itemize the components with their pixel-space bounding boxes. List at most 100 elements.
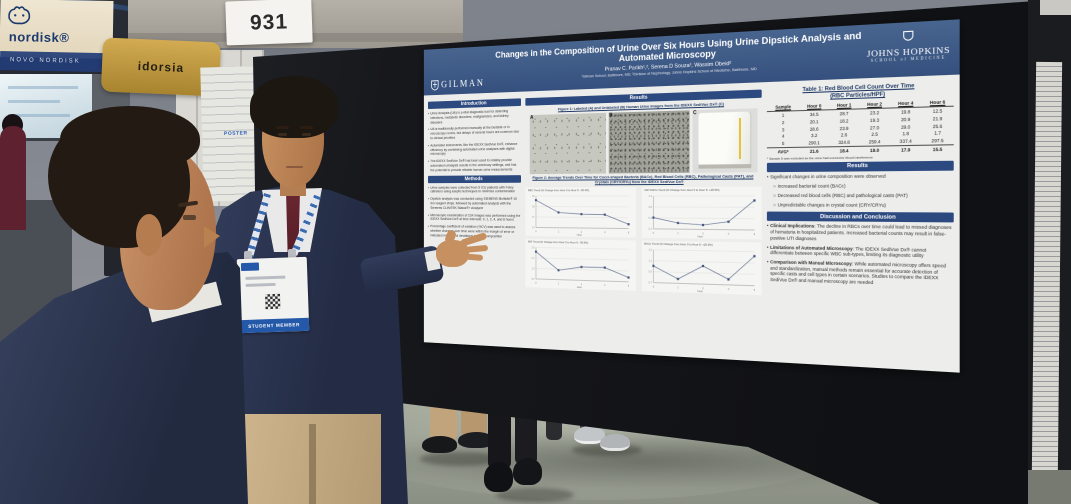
rbc-count-table: Sample Hour 0 Hour 1 Hour 2 Hour 4 Hour 6 1 34.… xyxy=(766,98,954,156)
introduction-header: Introduction xyxy=(427,98,521,110)
svg-text:23: 23 xyxy=(532,194,535,197)
results-bullets: • Significant changes in urine compositio… xyxy=(767,173,954,209)
poster-bullet: • Comparison with Manual Microscopy: Whil… xyxy=(766,259,946,286)
svg-text:4: 4 xyxy=(727,232,729,235)
svg-text:0: 0 xyxy=(535,281,537,284)
svg-text:2.9: 2.9 xyxy=(531,246,535,249)
johns-hopkins-shield-icon xyxy=(902,31,913,41)
svg-text:0.5: 0.5 xyxy=(531,277,535,280)
badge-name-line xyxy=(245,275,286,280)
attendee-eye xyxy=(183,215,196,220)
poster-bullet: • Automated instruments, like the IDEXX S… xyxy=(427,141,518,157)
research-poster: GILMAN Changes in the Composition of Uri… xyxy=(423,19,960,373)
svg-text:14: 14 xyxy=(532,226,535,229)
poster-bullet: • Microscopic examination of 10X images w… xyxy=(427,212,521,222)
svg-text:1.3: 1.3 xyxy=(531,267,535,270)
micrograph-panel-b: B xyxy=(608,110,690,174)
badge-logo xyxy=(240,262,260,272)
background-poster-label: POSTER xyxy=(223,130,248,138)
figure2-caption: Figure 2: Average Trends Over Time for C… xyxy=(532,173,754,184)
attendee-hair xyxy=(60,106,200,172)
presenter-hair xyxy=(256,78,332,108)
badge-qr-code xyxy=(264,293,281,310)
poster-center-column: Results Figure 1: Labeled (A) and Unlabe… xyxy=(525,87,762,295)
micrograph-panel-a: A xyxy=(529,112,606,174)
presenter-khaki-pants xyxy=(243,414,381,504)
discussion-bullets: • Clinical Implications: The decline in R… xyxy=(767,223,954,288)
svg-text:2: 2 xyxy=(702,232,704,235)
black-loafer xyxy=(458,432,494,448)
svg-text:4: 4 xyxy=(604,283,606,286)
attendee-ear xyxy=(136,214,162,256)
svg-text:4: 4 xyxy=(727,287,729,290)
poster-sub-bullet: ○ Unpredictable changes in crystal count … xyxy=(773,202,886,209)
presenter-eyebrow xyxy=(300,126,313,129)
black-loafer xyxy=(422,436,457,453)
svg-text:2: 2 xyxy=(581,230,583,233)
badge-clip xyxy=(244,251,252,261)
methods-header: Methods xyxy=(427,174,521,184)
poster-bullet: • Clinical Implications: The decline in R… xyxy=(766,223,952,241)
svg-text:0: 0 xyxy=(535,230,537,233)
presenter-eye xyxy=(302,133,311,136)
svg-text:4: 4 xyxy=(604,231,606,234)
poster-bullet: • Urine samples were collected from 5 ICU… xyxy=(427,185,515,194)
introduction-bullets: • Urine Analysis (UA) is a vital diagnost… xyxy=(428,109,521,173)
svg-text:2.1: 2.1 xyxy=(531,256,535,259)
presenter-mouth xyxy=(286,166,303,169)
panel-a-label: A xyxy=(530,114,534,121)
methods-bullets: • Urine samples were collected from 5 ICU… xyxy=(428,185,521,239)
adjacent-poster-sliver xyxy=(1031,61,1063,473)
black-boot xyxy=(484,462,513,492)
adjacent-floor xyxy=(1028,470,1071,504)
poster-sub-bullet: ○ Decreased red blood cells (RBC) and pat… xyxy=(773,193,908,199)
svg-text:0.4: 0.4 xyxy=(648,216,652,219)
badge-member-band: STUDENT MEMBER xyxy=(238,317,310,334)
poster-bullet: • The IDEXX SediVue Dx® has been used to … xyxy=(427,158,517,173)
svg-text:0.9: 0.9 xyxy=(648,270,652,273)
poster-bullet: • Dipstick analysis was conducted using S… xyxy=(427,197,517,210)
results-header-right: Results xyxy=(766,161,954,172)
poster-right-column: Table 1: Red Blood Cell Count Over Time … xyxy=(766,80,954,301)
svg-text:1.1: 1.1 xyxy=(648,259,652,262)
grey-sneaker xyxy=(600,434,630,451)
poster-body: Introduction • Urine Analysis (UA) is a v… xyxy=(424,75,960,307)
pat-trend-chart: PAT Trend (% Change from Hour 0 to Hour … xyxy=(525,238,636,291)
svg-text:0.8: 0.8 xyxy=(648,205,652,208)
rbc-trend-chart: RBC Trend (% Change from Hour 0 to Hour … xyxy=(525,186,636,238)
nordisk-bull-icon xyxy=(8,6,31,25)
poster-bullet: • Urine Analysis (UA) is a vital diagnost… xyxy=(427,109,509,125)
svg-text:1: 1 xyxy=(558,230,560,233)
adjacent-aisle xyxy=(1028,0,1071,504)
svg-text:1: 1 xyxy=(558,282,560,285)
svg-text:17: 17 xyxy=(532,215,535,218)
svg-text:0.1: 0.1 xyxy=(648,227,652,230)
svg-text:20: 20 xyxy=(532,205,535,208)
attendee-nose xyxy=(204,226,220,248)
instrument-panel-c: C xyxy=(692,108,758,173)
cry-trend-chart: CRY/CRYu Trend (% Change from Hour 0 to … xyxy=(641,186,762,239)
svg-text:1.3: 1.3 xyxy=(648,248,652,251)
svg-text:6: 6 xyxy=(753,288,755,291)
svg-text:1.1: 1.1 xyxy=(648,194,652,197)
panel-c-label: C xyxy=(693,109,697,117)
discussion-header: Discussion and Conclusion xyxy=(766,212,954,223)
presenter-eyebrow xyxy=(276,126,289,129)
badge-clip xyxy=(288,249,296,259)
svg-text:1: 1 xyxy=(677,232,679,235)
conference-badge: STUDENT MEMBER xyxy=(236,256,310,334)
svg-text:2: 2 xyxy=(581,283,583,286)
bacc-trend-chart: BACc Trend (% Change from Hour 0 to Hour… xyxy=(641,240,762,295)
panel-b-label: B xyxy=(609,112,613,119)
figure1-panels: A B C xyxy=(525,108,761,174)
svg-text:0: 0 xyxy=(652,285,654,288)
table1-footnote: * Sample 5 was excluded as the urine had… xyxy=(766,155,873,162)
poster-bullet: • Significant changes in urine compositio… xyxy=(766,173,886,180)
grey-sneaker xyxy=(574,426,605,444)
presenter-eye xyxy=(278,133,287,136)
black-boot xyxy=(513,458,542,485)
svg-text:1: 1 xyxy=(677,286,679,289)
svg-text:2: 2 xyxy=(702,286,704,289)
sedivue-instrument-photo xyxy=(698,111,751,166)
